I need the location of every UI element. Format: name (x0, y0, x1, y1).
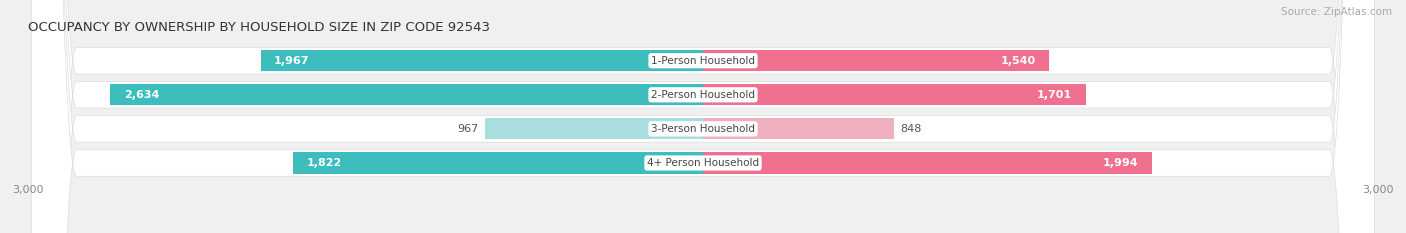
FancyBboxPatch shape (31, 0, 1375, 233)
FancyBboxPatch shape (31, 0, 1375, 233)
Text: OCCUPANCY BY OWNERSHIP BY HOUSEHOLD SIZE IN ZIP CODE 92543: OCCUPANCY BY OWNERSHIP BY HOUSEHOLD SIZE… (28, 21, 491, 34)
Bar (703, 152, 1152, 174)
Text: 967: 967 (457, 124, 478, 134)
Text: 1,994: 1,994 (1102, 158, 1137, 168)
Bar (260, 50, 703, 71)
Bar (703, 84, 1085, 105)
Text: 1,701: 1,701 (1038, 90, 1073, 100)
Text: 4+ Person Household: 4+ Person Household (647, 158, 759, 168)
Bar (703, 50, 1049, 71)
Text: 1,967: 1,967 (274, 56, 309, 66)
Text: 2,634: 2,634 (124, 90, 159, 100)
Text: Source: ZipAtlas.com: Source: ZipAtlas.com (1281, 7, 1392, 17)
Bar (111, 84, 703, 105)
Text: 1-Person Household: 1-Person Household (651, 56, 755, 66)
Bar (703, 118, 894, 140)
Text: 848: 848 (900, 124, 922, 134)
FancyBboxPatch shape (31, 0, 1375, 233)
Text: 1,822: 1,822 (307, 158, 342, 168)
Text: 2-Person Household: 2-Person Household (651, 90, 755, 100)
FancyBboxPatch shape (31, 0, 1375, 233)
Text: 1,540: 1,540 (1001, 56, 1036, 66)
Bar (292, 152, 703, 174)
Text: 3-Person Household: 3-Person Household (651, 124, 755, 134)
Bar (485, 118, 703, 140)
